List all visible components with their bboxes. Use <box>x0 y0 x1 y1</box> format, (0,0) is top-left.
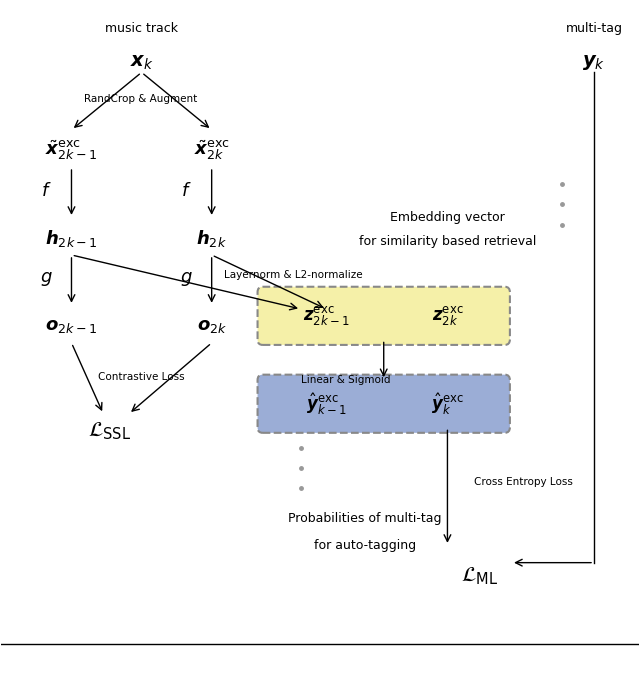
Text: $\boldsymbol{y}_k$: $\boldsymbol{y}_k$ <box>582 53 605 72</box>
Text: $\mathcal{L}_{\mathrm{SSL}}$: $\mathcal{L}_{\mathrm{SSL}}$ <box>88 420 131 441</box>
Text: $\boldsymbol{z}^{\mathrm{exc}}_{2k}$: $\boldsymbol{z}^{\mathrm{exc}}_{2k}$ <box>431 304 463 327</box>
Text: $\boldsymbol{z}^{\mathrm{exc}}_{2k-1}$: $\boldsymbol{z}^{\mathrm{exc}}_{2k-1}$ <box>303 304 350 327</box>
Text: $f$: $f$ <box>181 182 191 200</box>
Text: RandCrop & Augment: RandCrop & Augment <box>84 94 198 105</box>
Text: $\tilde{\boldsymbol{x}}^{\mathrm{exc}}_{2k-1}$: $\tilde{\boldsymbol{x}}^{\mathrm{exc}}_{… <box>45 139 97 162</box>
Text: Cross Entropy Loss: Cross Entropy Loss <box>474 477 573 487</box>
Text: multi-tag: multi-tag <box>566 22 623 35</box>
Text: for auto-tagging: for auto-tagging <box>314 539 415 552</box>
Text: $\boldsymbol{h}_{2k-1}$: $\boldsymbol{h}_{2k-1}$ <box>45 227 98 249</box>
Text: Embedding vector: Embedding vector <box>390 211 505 224</box>
Text: $g$: $g$ <box>40 270 52 288</box>
Text: music track: music track <box>105 22 178 35</box>
Text: $\tilde{\boldsymbol{x}}^{\mathrm{exc}}_{2k}$: $\tilde{\boldsymbol{x}}^{\mathrm{exc}}_{… <box>194 139 230 162</box>
FancyBboxPatch shape <box>257 287 510 345</box>
Text: Probabilities of multi-tag: Probabilities of multi-tag <box>288 512 442 525</box>
FancyBboxPatch shape <box>257 375 510 433</box>
Text: $\boldsymbol{o}_{2k-1}$: $\boldsymbol{o}_{2k-1}$ <box>45 317 97 335</box>
Text: Contrastive Loss: Contrastive Loss <box>99 371 185 382</box>
Text: $\boldsymbol{o}_{2k}$: $\boldsymbol{o}_{2k}$ <box>196 317 227 335</box>
Text: $\hat{\boldsymbol{y}}^{\mathrm{exc}}_{k-1}$: $\hat{\boldsymbol{y}}^{\mathrm{exc}}_{k-… <box>306 391 347 416</box>
Text: Layernorm & L2-normalize: Layernorm & L2-normalize <box>225 270 363 280</box>
Text: $f$: $f$ <box>41 182 51 200</box>
Text: for similarity based retrieval: for similarity based retrieval <box>359 235 536 248</box>
Text: Linear & Sigmoid: Linear & Sigmoid <box>301 375 390 385</box>
Text: $g$: $g$ <box>180 270 193 288</box>
Text: $\hat{\boldsymbol{y}}^{\mathrm{exc}}_k$: $\hat{\boldsymbol{y}}^{\mathrm{exc}}_k$ <box>431 391 464 416</box>
Text: $\boldsymbol{x}_k$: $\boldsymbol{x}_k$ <box>130 53 154 72</box>
Text: $\mathcal{L}_{\mathrm{ML}}$: $\mathcal{L}_{\mathrm{ML}}$ <box>461 566 498 587</box>
Text: $\boldsymbol{h}_{2k}$: $\boldsymbol{h}_{2k}$ <box>196 227 227 249</box>
